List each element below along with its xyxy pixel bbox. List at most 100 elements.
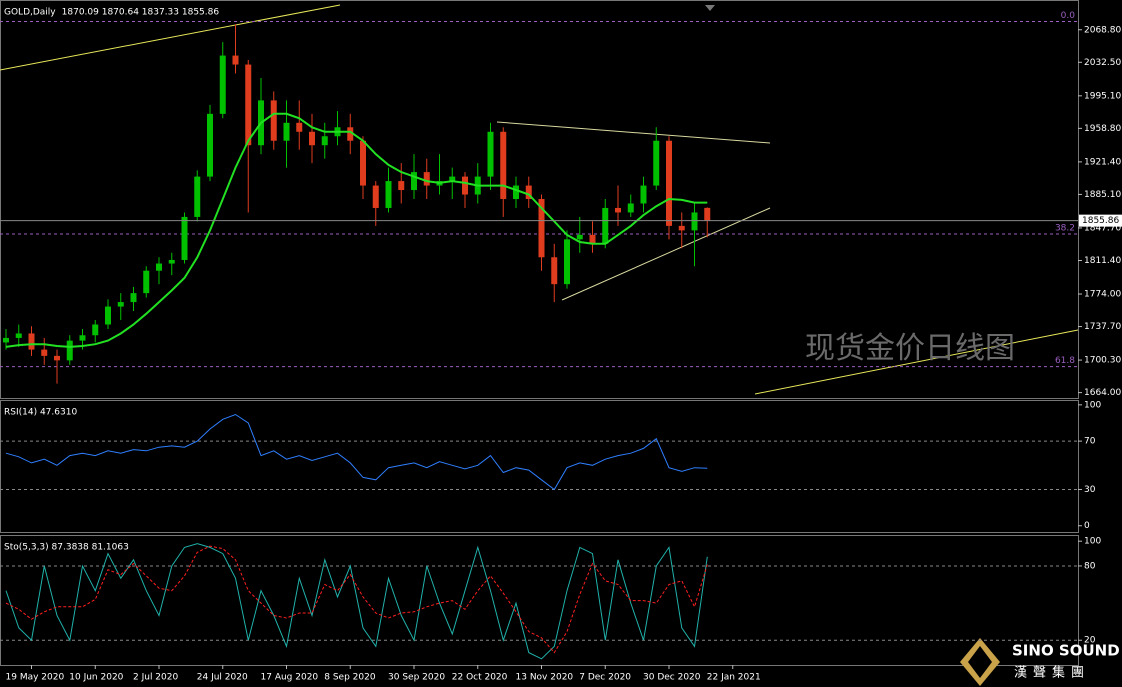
candle-body — [347, 127, 354, 141]
candle-body — [130, 293, 137, 303]
y-tick-label: 1847.70 — [1084, 223, 1121, 233]
candle-body — [54, 355, 60, 361]
panel-title: GOLD,Daily — [4, 8, 56, 18]
y-tick-label: 30 — [1084, 485, 1096, 495]
x-tick-label: 10 Jun 2020 — [69, 673, 123, 683]
x-tick-label: 8 Sep 2020 — [324, 673, 376, 683]
candle-body — [181, 216, 188, 260]
series-line — [5, 545, 708, 654]
trend-line — [0, 4, 341, 71]
x-tick-label: 13 Nov 2020 — [516, 673, 574, 683]
candle-body — [398, 181, 405, 191]
x-tick-label: 19 May 2020 — [6, 673, 65, 683]
candle-body — [449, 176, 456, 182]
candle-body — [79, 335, 86, 341]
candle-body — [423, 172, 430, 186]
candle-body — [704, 207, 711, 221]
y-tick-label: 100 — [1084, 537, 1101, 547]
y-tick-label: 100 — [1084, 400, 1101, 410]
x-tick-label: 2 Jul 2020 — [133, 673, 178, 683]
price-panel — [0, 0, 1079, 399]
rsi-panel — [0, 400, 1079, 533]
stoch-panel — [0, 535, 1079, 666]
trend-line — [754, 329, 1079, 395]
candle-body — [156, 263, 162, 271]
y-tick-label: 70 — [1084, 437, 1096, 447]
candle-body — [678, 225, 685, 231]
logo-icon — [968, 646, 992, 678]
candle-body — [538, 199, 545, 258]
candle-body — [245, 64, 252, 146]
x-tick-label: 22 Oct 2020 — [452, 673, 508, 683]
x-tick-label: 7 Dec 2020 — [579, 673, 631, 683]
panels — [0, 0, 1079, 666]
candle-body — [28, 333, 35, 350]
candle-body — [194, 176, 201, 217]
price-box — [1079, 214, 1122, 227]
candle-body — [41, 349, 48, 356]
panel-info: 1870.09 1870.64 1837.33 1855.86 — [62, 8, 220, 18]
candle-body — [296, 122, 303, 132]
x-tick-label: 30 Dec 2020 — [643, 673, 701, 683]
y-tick-label: 1885.10 — [1084, 190, 1121, 200]
y-tick-label: 1958.80 — [1084, 124, 1121, 134]
candle-body — [627, 203, 634, 213]
trend-line — [496, 121, 771, 144]
candle-body — [691, 212, 698, 231]
y-tick-label: 1921.40 — [1084, 157, 1121, 167]
candle-body — [551, 257, 558, 285]
y-tick-label: 0 — [1084, 521, 1090, 531]
candle-body — [564, 239, 570, 285]
panel-title: Sto(5,3,3) 87.3838 81.1063 — [4, 543, 129, 553]
shift-marker — [705, 5, 715, 11]
candle-body — [666, 140, 672, 226]
candle-body — [653, 140, 660, 186]
candle-body — [589, 234, 596, 244]
candle-body — [168, 259, 175, 264]
level-label: 0.0 — [1061, 11, 1076, 21]
candle-body — [232, 55, 239, 65]
candle-body — [283, 122, 290, 141]
x-tick-label: 22 Jan 2021 — [707, 673, 761, 683]
y-tick-label: 80 — [1084, 561, 1096, 571]
y-tick-label: 1995.10 — [1084, 91, 1121, 101]
series-line — [5, 413, 708, 491]
candle-body — [487, 131, 494, 177]
candle-body — [3, 337, 9, 343]
candle-body — [372, 185, 379, 208]
candle-body — [117, 302, 124, 307]
y-tick-label: 2068.80 — [1084, 25, 1121, 35]
candle-body — [615, 207, 621, 213]
candle-body — [462, 176, 468, 195]
candle-body — [602, 207, 609, 244]
candle-body — [207, 113, 213, 177]
y-tick-label: 1700.30 — [1084, 356, 1121, 366]
candle-body — [360, 140, 366, 186]
trend-line — [561, 207, 771, 301]
y-tick-label: 1811.40 — [1084, 256, 1121, 266]
level-label: 38.2 — [1055, 223, 1075, 233]
x-tick-label: 24 Jul 2020 — [197, 673, 248, 683]
candle-body — [385, 181, 392, 208]
candle-body — [219, 55, 226, 114]
candle-body — [513, 185, 519, 199]
x-tick-label: 30 Sep 2020 — [388, 673, 445, 683]
candle-body — [92, 324, 99, 336]
logo-name: SINO SOUND — [1012, 642, 1120, 660]
y-tick-label: 1664.00 — [1084, 388, 1121, 398]
candle-body — [525, 185, 532, 199]
candle-body — [500, 131, 507, 199]
x-tick-label: 17 Aug 2020 — [261, 673, 319, 683]
y-tick-label: 20 — [1084, 636, 1096, 646]
candle-body — [321, 136, 328, 146]
candle-body — [270, 100, 277, 141]
series-line — [5, 543, 708, 660]
price-label: 1855.86 — [1082, 216, 1119, 226]
logo: SINO SOUND 漢聲集團 — [960, 638, 1120, 686]
logo-sub: 漢聲集團 — [1014, 665, 1090, 681]
y-tick-label: 1737.70 — [1084, 322, 1121, 332]
candle-body — [15, 333, 22, 338]
